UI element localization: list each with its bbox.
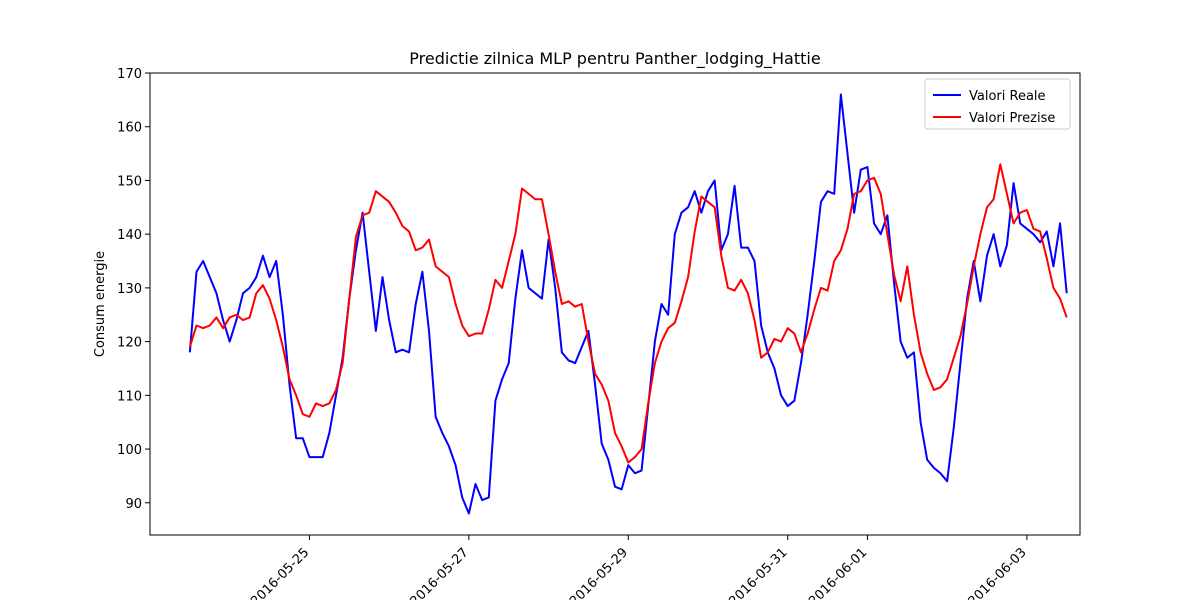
y-tick-label: 90 — [125, 497, 142, 512]
series-line-2 — [188, 163, 1068, 464]
legend-label-1: Valori Reale — [969, 89, 1046, 104]
plot-area — [188, 93, 1068, 515]
legend-box — [924, 78, 1071, 130]
legend: Valori Reale Valori Prezise — [924, 78, 1071, 130]
y-tick-label: 100 — [117, 443, 142, 458]
y-tick-label: 110 — [117, 389, 142, 404]
y-axis: 90 100 110 120 130 140 150 160 170 — [117, 67, 150, 512]
y-tick-label: 160 — [117, 121, 142, 136]
chart-title: Predictie zilnica MLP pentru Panther_lod… — [409, 49, 820, 69]
y-tick-label: 120 — [117, 336, 142, 351]
y-axis-label: Consum energie — [93, 251, 108, 357]
y-tick-label: 170 — [117, 67, 142, 82]
y-tick-label: 140 — [117, 228, 142, 243]
plot-frame — [149, 72, 1081, 536]
legend-label-2: Valori Prezise — [969, 111, 1055, 126]
y-tick-label: 130 — [117, 282, 142, 297]
y-tick-label: 150 — [117, 174, 142, 189]
